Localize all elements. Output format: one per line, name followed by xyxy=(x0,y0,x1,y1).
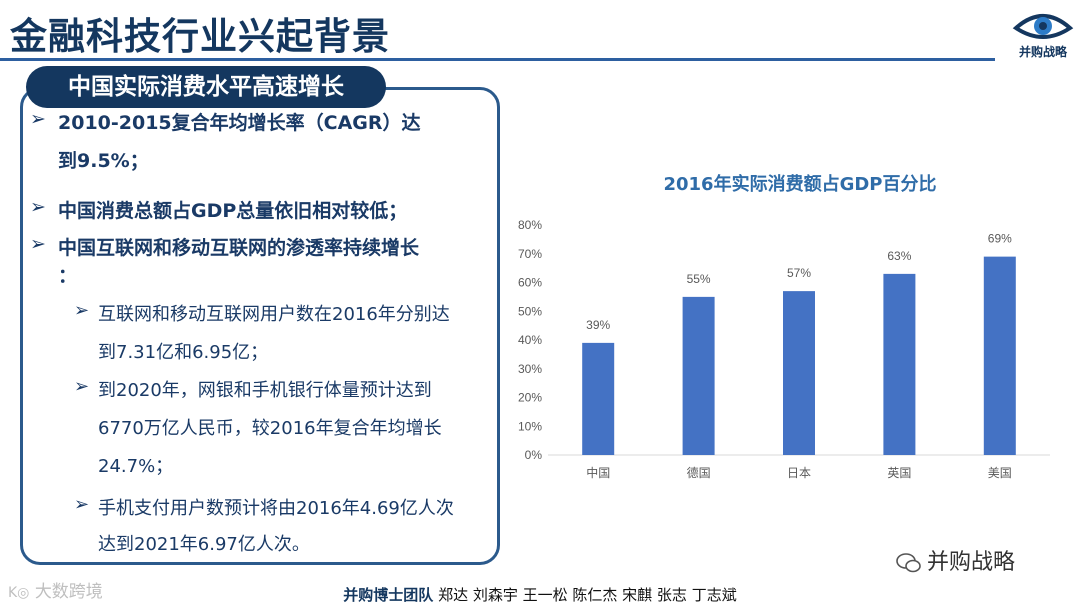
wechat-icon xyxy=(896,553,921,573)
x-tick-label: 日本 xyxy=(787,466,811,480)
watermark-logo-icon: K◎ xyxy=(8,585,30,601)
eye-icon xyxy=(1012,14,1074,39)
data-label: 55% xyxy=(687,272,711,286)
y-tick-label: 0% xyxy=(525,448,543,462)
y-tick-label: 70% xyxy=(518,247,542,261)
logo-text: 并购战略 xyxy=(1018,45,1067,59)
logo: 并购战略 xyxy=(1008,6,1078,64)
data-label: 39% xyxy=(586,318,610,332)
arrow-bullet-icon: ➢ xyxy=(30,108,46,130)
watermark-right-text: 并购战略 xyxy=(927,550,1016,575)
bullet-text: ： xyxy=(58,265,78,287)
bar-chart: 0% 10% 20% 30% 40% 50% 60% 70% 80% 39% 中国 55% 德国 57% 日… xyxy=(518,218,1050,480)
x-tick-label: 中国 xyxy=(586,465,610,480)
data-label: 57% xyxy=(787,266,811,280)
data-label: 63% xyxy=(887,249,911,263)
subbullet-text: 到2020年，网银和手机银行体量预计达到 xyxy=(98,380,432,401)
x-tick-label: 英国 xyxy=(887,466,911,480)
bar xyxy=(783,291,815,455)
chart-title: 2016年实际消费额占GDP百分比 xyxy=(663,174,937,195)
y-tick-label: 80% xyxy=(518,218,542,232)
subbullet-text: 手机支付用户数预计将由2016年4.69亿人次 xyxy=(98,498,454,519)
arrow-bullet-icon: ➢ xyxy=(30,233,46,255)
subbullet-text: 达到2021年6.97亿人次。 xyxy=(98,534,310,555)
subbullet-text: 6770万亿人民币，较2016年复合年均增长 xyxy=(98,418,442,439)
bullet-text: 到9.5%； xyxy=(58,150,149,172)
section-heading: 中国实际消费水平高速增长 xyxy=(26,66,386,108)
arrow-bullet-icon: ➢ xyxy=(74,494,90,515)
footer-team: 并购博士团队 xyxy=(343,586,434,604)
watermark-left: K◎ 大数跨境 xyxy=(8,577,103,602)
subbullet-text: 到7.31亿和6.95亿； xyxy=(98,342,269,363)
y-tick-label: 50% xyxy=(518,304,542,318)
arrow-bullet-icon: ➢ xyxy=(30,196,46,218)
y-tick-label: 40% xyxy=(518,333,542,347)
footer: 并购博士团队 郑达 刘森宇 王一松 陈仁杰 宋麒 张志 丁志斌 xyxy=(0,584,1080,605)
footer-members: 郑达 刘森宇 王一松 陈仁杰 宋麒 张志 丁志斌 xyxy=(433,586,737,604)
x-tick-label: 德国 xyxy=(687,465,711,480)
y-tick-label: 30% xyxy=(518,362,542,376)
x-tick-label: 美国 xyxy=(988,466,1012,480)
bar xyxy=(983,256,1016,455)
bullet-text: 2010-2015复合年均增长率（CAGR）达 xyxy=(58,112,421,134)
y-tick-label: 20% xyxy=(518,391,542,405)
watermark-left-text: 大数跨境 xyxy=(34,582,103,602)
subbullet-text: 24.7%； xyxy=(98,456,174,477)
bullet-text: 中国消费总额占GDP总量依旧相对较低； xyxy=(58,200,408,222)
arrow-bullet-icon: ➢ xyxy=(74,300,90,321)
slide-title: 金融科技行业兴起背景 xyxy=(10,15,390,58)
y-tick-label: 10% xyxy=(518,419,542,433)
bar xyxy=(682,296,715,455)
bar xyxy=(582,342,615,455)
arrow-bullet-icon: ➢ xyxy=(74,376,90,397)
bullet-text: 中国互联网和移动互联网的渗透率持续增长 xyxy=(58,237,420,259)
bar xyxy=(883,273,916,455)
subbullet-text: 互联网和移动互联网用户数在2016年分别达 xyxy=(98,304,450,325)
data-label: 69% xyxy=(988,232,1012,246)
watermark-right: 并购战略 xyxy=(895,544,1015,577)
title-underline xyxy=(0,58,995,61)
y-tick-label: 60% xyxy=(518,276,542,290)
